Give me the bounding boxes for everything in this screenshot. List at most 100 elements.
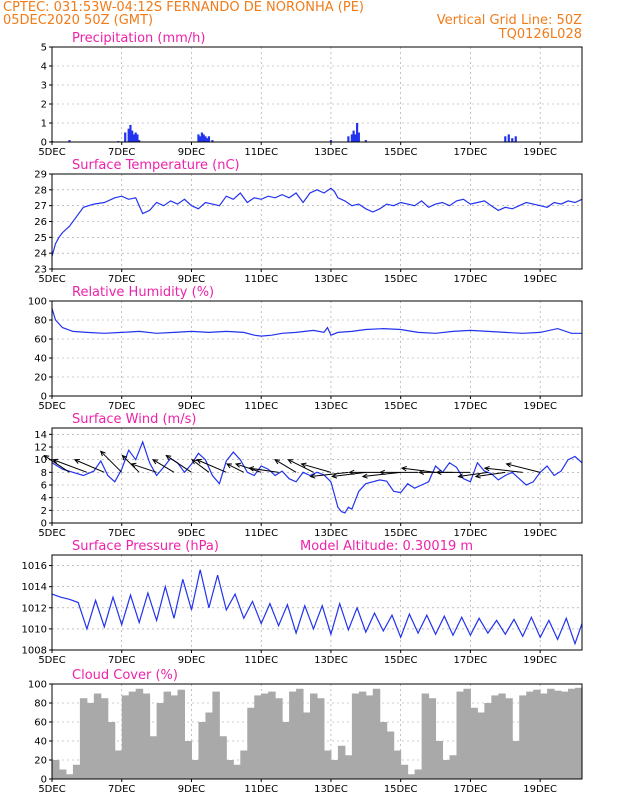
cloud-bar xyxy=(212,691,220,779)
wind-arrow-shaft xyxy=(301,463,332,473)
wind-arrow-shaft xyxy=(401,467,436,473)
cloud-bar xyxy=(226,760,234,779)
cloud-bar xyxy=(456,691,464,779)
pressure-frame xyxy=(51,554,583,651)
wind-arrow-head xyxy=(309,473,316,479)
wind-arrow-shaft xyxy=(249,467,279,473)
humidity-ytick-label: 80 xyxy=(34,316,47,327)
cloud-bar xyxy=(379,722,388,779)
wind-arrow-head xyxy=(121,454,128,461)
cloud-xtick-label: 11DEC xyxy=(244,784,278,795)
precip-bar xyxy=(199,136,202,142)
wind-arrow-head xyxy=(274,459,281,465)
temperature-ytick-label: 23 xyxy=(34,265,47,276)
cloud-bar xyxy=(449,755,457,779)
precip-xtick-label: 17DEC xyxy=(454,147,488,158)
precip-xtick-label: 5DEC xyxy=(38,147,65,158)
cloud-bar xyxy=(240,750,248,779)
temperature-ytick-label: 24 xyxy=(34,249,47,260)
wind-xtick-label: 17DEC xyxy=(454,528,488,539)
wind-arrow-head xyxy=(52,458,59,464)
temperature-xtick-label: 17DEC xyxy=(454,274,488,285)
precip-bar xyxy=(200,132,204,142)
temperature-xtick-label: 7DEC xyxy=(108,274,135,285)
humidity-xtick-label: 15DEC xyxy=(384,401,418,412)
cloud-bar xyxy=(86,703,95,779)
wind-arrow-head xyxy=(418,469,425,475)
cloud-bar xyxy=(463,688,471,779)
precip-bar xyxy=(350,134,353,142)
wind-ytick-label: 2 xyxy=(41,506,47,517)
precip-bar xyxy=(352,130,355,142)
temperature-panel: 23 24 25 26 27 28 29 5DEC 7DEC 9DEC 11DEC 13DEC 15DE… xyxy=(34,158,583,285)
wind-arrow-shaft xyxy=(362,471,401,478)
cloud-bar xyxy=(247,707,255,779)
cloud-ytick-label: 20 xyxy=(34,756,47,767)
cloud-bar xyxy=(568,688,576,779)
precip-bar xyxy=(355,123,359,142)
cloud-ytick-label: 80 xyxy=(34,699,47,710)
wind-arrow-head xyxy=(191,459,198,465)
cloud-bar xyxy=(512,741,520,779)
wind-arrow-shaft xyxy=(506,463,541,473)
humidity-ytick-label: 0 xyxy=(41,392,47,403)
wind-arrow-head xyxy=(73,459,80,464)
cloud-bar xyxy=(100,698,109,779)
precip-bar xyxy=(132,134,136,142)
cloud-bar xyxy=(344,755,353,779)
wind-arrow-head xyxy=(165,454,172,461)
cloud-bar xyxy=(491,695,499,779)
wind-arrow-head xyxy=(152,459,159,465)
pressure-annotation: Model Altitude: 0.30019 m xyxy=(300,539,473,554)
cloud-bar xyxy=(170,695,179,779)
wind-arrow-head xyxy=(130,462,137,468)
pressure-ytick-label: 1012 xyxy=(22,603,47,614)
wind-arrow-head xyxy=(287,459,294,464)
cloud-bar xyxy=(135,688,144,779)
humidity-panel: 0 20 40 60 80 100 5DEC 7DEC 9DEC 11DEC 13DEC 15DEC 1… xyxy=(28,285,583,412)
wind-arrow-shaft xyxy=(274,459,297,473)
pressure-ytick-label: 1010 xyxy=(22,624,47,635)
pressure-ytick-label: 1008 xyxy=(22,646,47,657)
temperature-xtick-label: 11DEC xyxy=(244,274,278,285)
precip-bar xyxy=(129,124,132,142)
wind-ytick-label: 8 xyxy=(41,468,47,479)
precip-ytick-label: 3 xyxy=(41,81,47,92)
precip-bar xyxy=(507,134,510,142)
precip-xtick-label: 15DEC xyxy=(384,147,418,158)
pressure-panel: 1008 1010 1012 1014 1016 5DEC 7DEC 9DEC 11DEC 13D… xyxy=(22,539,583,666)
cloud-bar xyxy=(156,703,165,779)
temperature-xtick-label: 13DEC xyxy=(314,274,348,285)
cloud-bar xyxy=(330,760,339,779)
pressure-xtick-label: 5DEC xyxy=(38,655,65,666)
wind-arrow-head xyxy=(483,465,490,472)
humidity-xtick-label: 7DEC xyxy=(108,401,135,412)
pressure-xtick-label: 11DEC xyxy=(244,655,278,666)
cloud-bar xyxy=(372,688,381,779)
precip-ytick-label: 4 xyxy=(41,62,47,73)
wind-arrow-shaft xyxy=(53,459,88,473)
cloud-bar xyxy=(505,698,513,779)
cloud-bar xyxy=(149,736,158,779)
cloud-ytick-label: 60 xyxy=(34,718,47,729)
pressure-xtick-label: 7DEC xyxy=(108,655,135,666)
humidity-ytick-label: 40 xyxy=(34,354,47,365)
cloud-bar xyxy=(79,698,88,779)
pressure-xtick-label: 19DEC xyxy=(523,655,557,666)
cloud-bar xyxy=(296,688,304,779)
pressure-xtick-label: 9DEC xyxy=(178,655,205,666)
precip-xtick-label: 9DEC xyxy=(178,147,205,158)
cloud-bar xyxy=(275,698,283,779)
precip-bar xyxy=(504,136,507,142)
wind-arrow-shaft xyxy=(152,459,175,473)
precip-bar xyxy=(354,134,357,142)
cloud-bar xyxy=(470,707,478,779)
cloud-ytick-label: 100 xyxy=(28,680,47,691)
wind-arrow-head xyxy=(361,473,368,479)
cloud-bar xyxy=(219,736,227,779)
temperature-xtick-label: 9DEC xyxy=(178,274,205,285)
precip-bar xyxy=(364,140,367,142)
precip-bar xyxy=(138,140,141,142)
cloud-bar xyxy=(93,693,102,779)
pressure-ytick-label: 1014 xyxy=(22,582,47,593)
